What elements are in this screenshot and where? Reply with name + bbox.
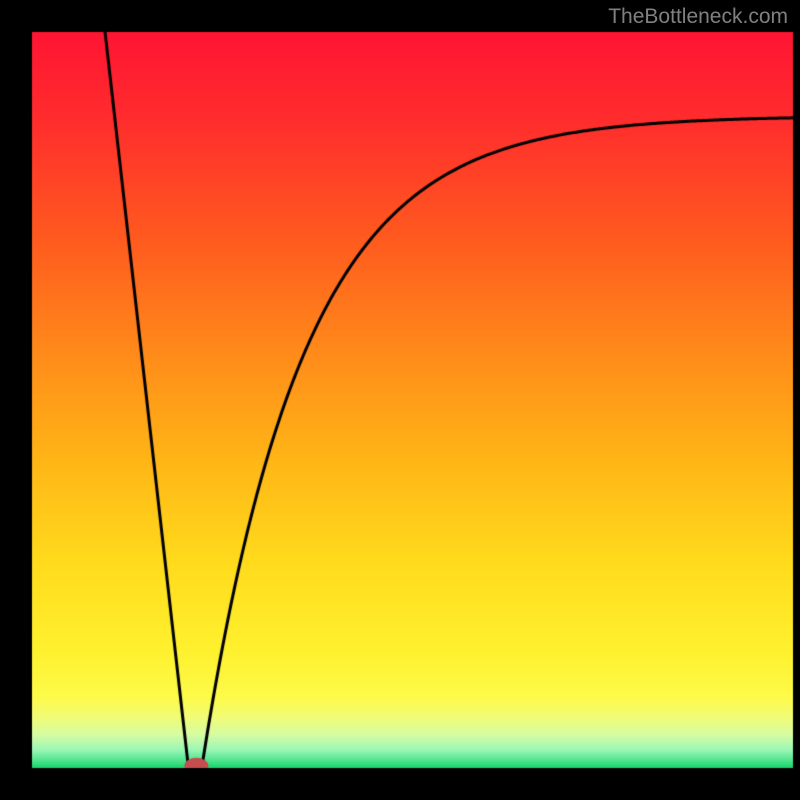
watermark-text: TheBottleneck.com xyxy=(608,5,788,29)
chart-stage: TheBottleneck.com xyxy=(0,0,800,800)
chart-canvas xyxy=(0,0,800,800)
